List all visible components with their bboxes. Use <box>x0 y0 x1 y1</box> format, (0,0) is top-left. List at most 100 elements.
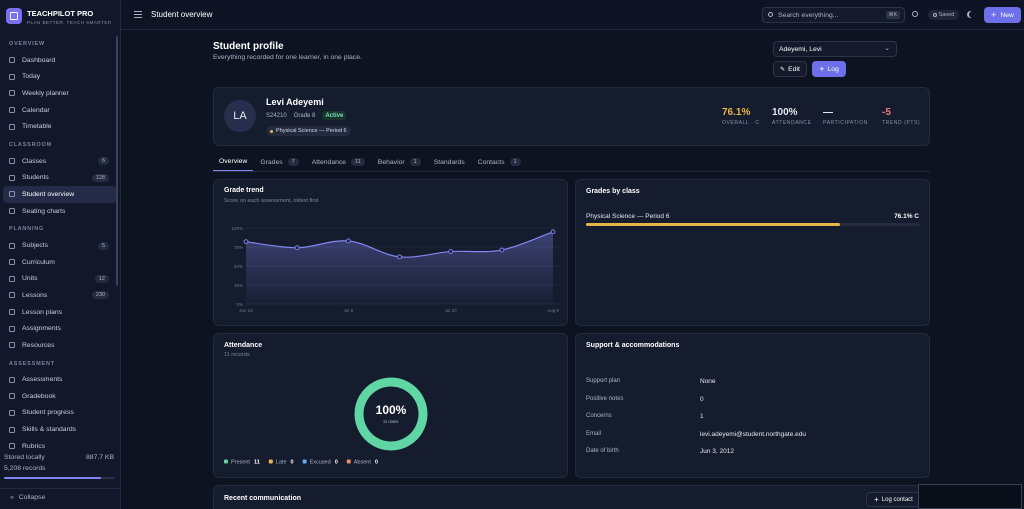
status-badge: Active <box>322 111 347 120</box>
legend-label: Late <box>276 460 287 466</box>
brand-logo <box>6 8 22 24</box>
search-button[interactable] <box>912 11 918 17</box>
nav-icon <box>9 309 15 316</box>
support-label: Support plan <box>586 378 621 384</box>
nav-count: 230 <box>91 291 109 300</box>
tab-count: 1 <box>509 158 521 166</box>
nav-item[interactable]: Lesson plans <box>0 304 117 321</box>
tab[interactable]: Behavior 1 <box>372 153 427 171</box>
nav-icon <box>9 292 15 299</box>
minimap <box>918 484 1022 509</box>
tab[interactable]: Overview <box>213 153 254 171</box>
support-value: 0 <box>700 395 704 403</box>
nav-item[interactable]: Resources <box>0 337 117 354</box>
tab[interactable]: Contacts 1 <box>472 153 527 171</box>
log-button[interactable]: + Log <box>812 61 846 77</box>
nav-section: OVERVIEW Dashboard Today Weekly planner Cale… <box>0 36 121 135</box>
class-name: Physical Science — Period 6 <box>586 213 670 220</box>
nav-icon <box>9 107 15 114</box>
nav-item[interactable]: Units 12 <box>0 271 117 288</box>
chart-subtitle: Score on each assessment, oldest first <box>224 198 319 204</box>
tab[interactable]: Standards <box>428 153 471 171</box>
tab-count: 7 <box>287 158 299 166</box>
donut-center-sublabel: in class <box>383 419 399 424</box>
nav-section-title: ASSESSMENT <box>9 360 55 367</box>
donut-segment <box>354 377 428 451</box>
nav-item[interactable]: Today <box>0 69 117 86</box>
menu-button[interactable] <box>134 11 142 18</box>
log-icon: + <box>819 64 825 74</box>
storage-bar <box>4 477 115 479</box>
new-label: New <box>1000 11 1014 19</box>
nav-item[interactable]: Student overview <box>3 186 117 203</box>
nav-label: Students <box>22 174 49 182</box>
class-chip-dot <box>270 129 273 133</box>
edit-icon: ✎ <box>780 66 786 73</box>
tab[interactable]: Attendance 11 <box>306 153 371 171</box>
nav-section: ASSESSMENT Assessments Gradebook Student pr… <box>0 356 121 455</box>
nav-label: Rubrics <box>22 442 46 450</box>
nav-icon <box>9 325 15 332</box>
sidebar-nav: OVERVIEW Dashboard Today Weekly planner Cale… <box>0 34 121 454</box>
nav-item[interactable]: Weekly planner <box>0 85 117 102</box>
nav-item[interactable]: Classes 6 <box>0 153 117 170</box>
nav-item[interactable]: Assessments <box>0 372 117 389</box>
student-select-value: Adeyemi, Levi <box>779 46 822 53</box>
nav-item[interactable]: Rubrics <box>0 438 117 454</box>
student-select[interactable]: Adeyemi, Levi ⌄ <box>773 41 897 57</box>
new-icon: + <box>991 10 997 20</box>
nav-item[interactable]: Student progress <box>0 405 117 422</box>
nav-item[interactable]: Dashboard <box>0 52 117 69</box>
log-contact-button[interactable]: + Log contact <box>866 492 921 507</box>
collapse-button[interactable]: « Collapse <box>10 494 45 501</box>
nav-item[interactable]: Skills & standards <box>0 421 117 438</box>
nav-item[interactable]: Calendar <box>0 102 117 119</box>
nav-section: PLANNING Subjects 5 Curriculum Units 12 Lesson… <box>0 221 121 353</box>
nav-icon <box>9 409 15 416</box>
tab-bar: Overview Grades 7 Attendance 11 Behavior 1 Stan… <box>213 153 930 172</box>
nav-item[interactable]: Subjects 5 <box>0 237 117 254</box>
storage-label: Stored locally <box>4 454 45 461</box>
new-button[interactable]: + New <box>984 7 1021 23</box>
nav-count: 12 <box>94 274 109 283</box>
card-subtitle: 11 records <box>224 352 250 358</box>
nav-label: Skills & standards <box>22 426 77 434</box>
stat-label: TREND (PTS) <box>882 120 921 126</box>
support-value: None <box>700 378 716 385</box>
nav-icon <box>9 208 15 215</box>
nav-icon <box>9 57 15 64</box>
nav-icon <box>9 342 15 349</box>
nav-item[interactable]: Timetable <box>0 118 117 135</box>
nav-label: Assessments <box>22 376 63 384</box>
nav-label: Lesson plans <box>22 308 63 316</box>
support-label: Date of birth <box>586 448 619 454</box>
stat-value: 100% <box>772 107 798 118</box>
tab[interactable]: Grades 7 <box>254 153 304 171</box>
search-icon <box>768 12 773 17</box>
nav-item[interactable]: Assignments <box>0 320 117 337</box>
nav-icon <box>9 90 15 97</box>
nav-item[interactable]: Curriculum <box>0 254 117 271</box>
nav-section-title: PLANNING <box>9 226 45 233</box>
sidebar: TEACHPILOT PRO PLAN BETTER. TEACH SMARTE… <box>0 0 121 509</box>
nav-item[interactable]: Students 128 <box>0 170 117 187</box>
x-tick-label: Jun 24 <box>239 308 253 313</box>
x-tick-label: Aug 9 <box>547 308 559 313</box>
search-box[interactable]: Search everything... ⌘K <box>762 7 905 23</box>
support-value: levi.adeyemi@student.northgate.edu <box>700 430 806 438</box>
nav-item[interactable]: Seating charts <box>0 203 117 220</box>
nav-label: Student overview <box>22 190 75 198</box>
nav-item[interactable]: Gradebook <box>0 388 117 405</box>
stat: 100% ATTENDANCE <box>772 107 812 126</box>
stat: -5 TREND (PTS) <box>882 107 920 126</box>
storage-bar-fill <box>4 477 101 479</box>
stat-value: -5 <box>882 107 891 118</box>
legend-label: Absent <box>354 460 372 466</box>
theme-toggle[interactable] <box>969 11 976 18</box>
legend-label: Present <box>231 460 250 466</box>
storage-size: 887.7 KB <box>86 454 114 461</box>
saved-label: Saved <box>938 12 955 18</box>
divider <box>0 488 120 489</box>
nav-item[interactable]: Lessons 230 <box>0 287 117 304</box>
edit-button[interactable]: ✎ Edit <box>773 61 807 77</box>
